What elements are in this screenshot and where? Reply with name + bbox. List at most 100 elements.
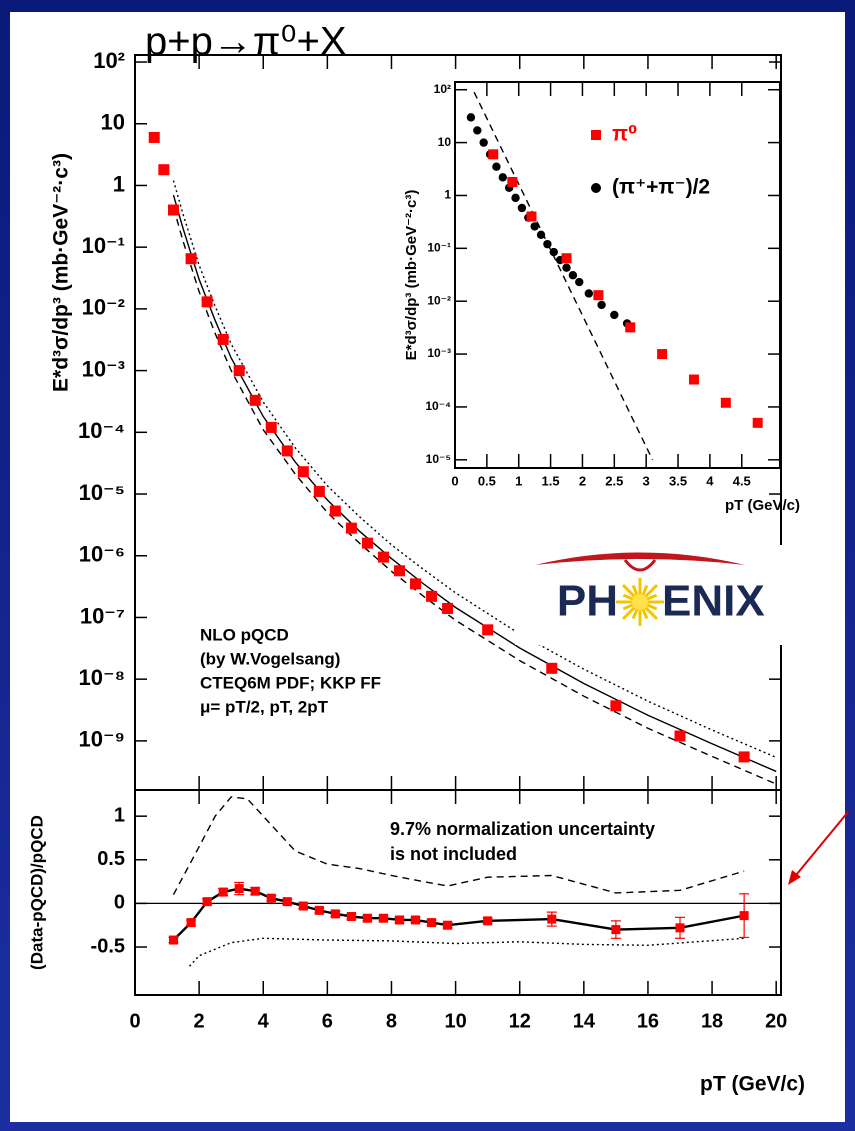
x-tick-label: 14 (573, 1010, 596, 1032)
marker (218, 887, 228, 897)
logo-ray (644, 593, 658, 602)
marker (610, 310, 619, 320)
plot-area (148, 131, 777, 785)
logo: PH ENIX (515, 545, 785, 645)
marker (345, 522, 357, 534)
marker (427, 918, 437, 928)
marker (167, 204, 179, 216)
marker (536, 230, 546, 240)
y-tick-label: 10⁻⁴ (78, 418, 125, 443)
x-tick-label: 20 (765, 1010, 787, 1032)
marker (168, 935, 178, 945)
y-tick-label: 10⁻¹ (82, 233, 125, 258)
x-tick-label: 3.5 (669, 473, 687, 488)
y-tick-label: 0.5 (97, 848, 125, 870)
y-tick-label: 10² (93, 48, 125, 73)
x-tick-label: 3 (643, 473, 650, 488)
marker (201, 296, 213, 308)
curve (172, 796, 745, 896)
marker (377, 551, 389, 563)
annotation: μ= pT/2, pT, 2pT (200, 697, 329, 716)
marker (411, 915, 421, 925)
marker (752, 417, 763, 428)
marker (393, 565, 405, 577)
marker (394, 915, 404, 925)
logo-ray (621, 605, 637, 621)
logo-sun (632, 594, 648, 610)
marker (625, 322, 636, 333)
y-tick-label: 10⁻² (82, 295, 125, 320)
marker (158, 164, 170, 176)
marker (426, 590, 438, 602)
y-tick-label: 10⁻² (427, 293, 451, 307)
x-tick-label: 12 (509, 1010, 531, 1032)
y-tick-label: 10² (434, 82, 451, 96)
marker (611, 925, 621, 935)
marker (482, 624, 494, 636)
x-tick-label: 1.5 (542, 473, 560, 488)
x-tick-label: 6 (322, 1010, 333, 1032)
marker (610, 700, 622, 712)
y-tick-label: 10⁻¹ (427, 241, 451, 255)
y-tick-label: -0.5 (91, 935, 125, 957)
marker (526, 211, 537, 222)
y-tick-label: 10⁻⁵ (426, 452, 451, 466)
marker (346, 911, 356, 921)
marker (657, 349, 668, 360)
y-axis-label: E*d³σ/dp³ (mb·GeV⁻²·c³) (403, 190, 420, 361)
marker (517, 203, 527, 213)
marker (530, 222, 539, 231)
x-tick-label: 4 (258, 1010, 270, 1032)
marker (410, 578, 422, 590)
marker (488, 149, 499, 160)
x-tick-label: 8 (386, 1010, 397, 1032)
panel: -0.500.510 2 4 6 8 10 12 14 16 18 20(Data-pQCD)/pQ… (27, 789, 805, 1096)
marker (546, 662, 558, 674)
marker (234, 884, 244, 894)
marker (250, 886, 260, 896)
plot-area (466, 91, 763, 461)
logo-ray (643, 605, 659, 621)
x-tick-label: 0 (129, 1010, 140, 1032)
marker (186, 918, 196, 928)
marker (313, 485, 325, 497)
y-tick-label: 10⁻³ (427, 346, 451, 360)
plot-area (168, 796, 750, 967)
marker (249, 394, 261, 406)
marker (443, 920, 453, 930)
y-tick-label: 10⁻⁹ (78, 727, 125, 752)
marker (584, 289, 594, 298)
y-tick-label: 10 (438, 135, 452, 149)
marker (720, 397, 731, 408)
marker (739, 911, 749, 921)
panel: 10²10110⁻¹10⁻²10⁻³10⁻⁴10⁻⁵10⁻⁶10⁻⁷10⁻⁸10… (50, 20, 785, 791)
annotation: NLO pQCD (200, 625, 289, 644)
marker (265, 421, 277, 433)
marker (329, 505, 341, 517)
logo-ray (622, 593, 636, 602)
x-tick-label: 4 (706, 473, 714, 488)
logo-text: PH (557, 577, 618, 626)
curve (172, 180, 777, 759)
curve (473, 91, 654, 461)
logo-ray (621, 583, 637, 599)
marker (466, 113, 476, 122)
legend-marker (591, 130, 601, 140)
marker (185, 253, 197, 265)
x-tick-label: 2 (579, 473, 586, 488)
marker (675, 923, 685, 933)
marker (217, 333, 229, 345)
marker (543, 239, 552, 249)
logo-ray (640, 584, 649, 598)
x-axis-label: pT (GeV/c) (700, 1073, 805, 1096)
y-tick-label: 1 (114, 804, 125, 826)
marker (202, 897, 212, 907)
arrow (791, 811, 849, 881)
x-tick-label: 16 (637, 1010, 659, 1032)
marker (593, 290, 604, 301)
marker (148, 131, 160, 143)
marker (282, 897, 292, 907)
y-tick-label: 10⁻⁷ (80, 603, 125, 628)
annotation: is not included (390, 844, 517, 864)
